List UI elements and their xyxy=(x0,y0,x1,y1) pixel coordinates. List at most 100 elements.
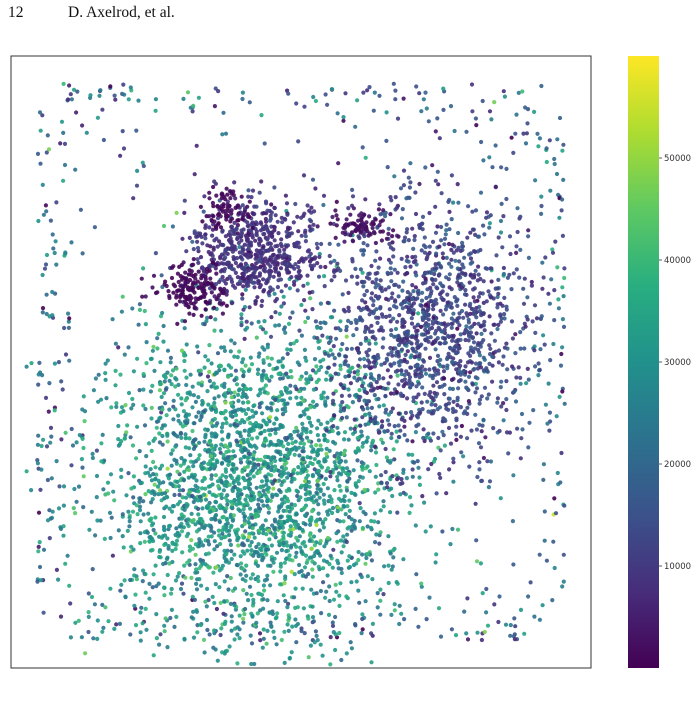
data-point xyxy=(540,603,545,608)
data-point xyxy=(197,516,202,522)
data-point xyxy=(424,302,429,307)
data-point xyxy=(524,131,530,136)
data-point xyxy=(158,382,163,387)
data-point xyxy=(349,346,354,351)
data-point xyxy=(468,325,473,330)
data-point xyxy=(344,415,349,420)
data-point xyxy=(275,285,280,290)
data-point xyxy=(141,568,146,573)
data-point xyxy=(439,238,444,243)
data-point xyxy=(423,367,428,372)
data-point xyxy=(56,506,62,511)
data-point xyxy=(301,398,306,404)
data-point xyxy=(53,239,58,244)
data-point xyxy=(371,108,376,113)
data-point xyxy=(297,562,302,568)
data-point xyxy=(547,428,552,433)
data-point xyxy=(302,211,307,216)
data-point xyxy=(250,280,255,285)
data-point xyxy=(473,268,478,273)
data-point xyxy=(179,529,185,534)
data-point xyxy=(405,396,410,401)
data-point xyxy=(270,494,275,499)
data-point xyxy=(561,294,566,299)
data-point xyxy=(182,368,187,373)
data-point xyxy=(325,300,330,305)
data-point xyxy=(52,408,57,413)
data-point xyxy=(209,473,214,478)
data-point xyxy=(156,492,161,497)
data-point xyxy=(499,201,504,206)
data-point xyxy=(384,407,389,412)
data-point xyxy=(393,298,398,303)
data-point xyxy=(261,244,266,249)
data-point xyxy=(372,90,377,95)
data-point xyxy=(515,206,520,211)
data-point xyxy=(368,525,374,530)
data-point xyxy=(452,128,457,134)
data-point xyxy=(281,444,286,449)
data-point xyxy=(361,306,366,311)
data-point xyxy=(36,544,41,550)
data-point xyxy=(473,390,478,395)
data-point xyxy=(192,421,197,426)
data-point xyxy=(373,281,378,286)
data-point xyxy=(282,478,287,484)
data-point xyxy=(486,289,491,294)
data-point xyxy=(386,226,391,231)
data-point xyxy=(256,367,261,372)
data-point xyxy=(121,146,127,151)
data-point xyxy=(213,282,219,287)
data-point xyxy=(273,431,278,436)
data-point xyxy=(509,319,515,324)
data-point xyxy=(91,636,96,641)
data-point xyxy=(473,232,478,237)
data-point xyxy=(395,319,400,324)
data-point xyxy=(330,352,335,357)
data-point xyxy=(315,245,320,251)
data-point xyxy=(368,366,373,371)
data-point xyxy=(63,352,69,357)
data-point xyxy=(165,433,170,438)
data-point xyxy=(223,391,228,396)
data-point xyxy=(327,448,332,453)
data-point xyxy=(476,272,481,277)
data-point xyxy=(50,313,55,318)
data-point xyxy=(386,352,391,357)
data-point xyxy=(476,321,481,326)
data-point xyxy=(546,291,551,296)
data-point xyxy=(396,423,401,428)
data-point xyxy=(420,494,425,499)
data-point xyxy=(273,310,278,315)
data-point xyxy=(318,553,323,558)
data-point xyxy=(414,572,419,577)
data-point xyxy=(328,469,333,475)
data-point xyxy=(405,290,410,295)
data-point xyxy=(195,623,200,628)
data-point xyxy=(508,633,513,638)
data-point xyxy=(160,310,165,316)
data-point xyxy=(550,247,555,252)
data-point xyxy=(142,423,148,428)
data-point xyxy=(399,393,404,398)
data-point xyxy=(476,341,481,346)
data-point xyxy=(334,199,339,204)
data-point xyxy=(249,243,254,248)
data-point xyxy=(360,145,365,150)
data-point xyxy=(437,244,442,249)
data-point xyxy=(276,323,282,328)
data-point xyxy=(364,350,369,355)
data-point xyxy=(295,360,300,365)
data-point xyxy=(244,235,249,240)
data-point xyxy=(509,364,515,369)
data-point xyxy=(513,131,518,136)
data-point xyxy=(394,580,399,585)
data-point xyxy=(496,322,501,327)
data-point xyxy=(61,524,66,529)
data-point xyxy=(295,429,300,434)
data-point xyxy=(140,160,145,165)
data-point xyxy=(438,475,443,480)
data-point xyxy=(43,262,49,267)
data-point xyxy=(159,394,164,400)
data-point xyxy=(496,291,501,296)
